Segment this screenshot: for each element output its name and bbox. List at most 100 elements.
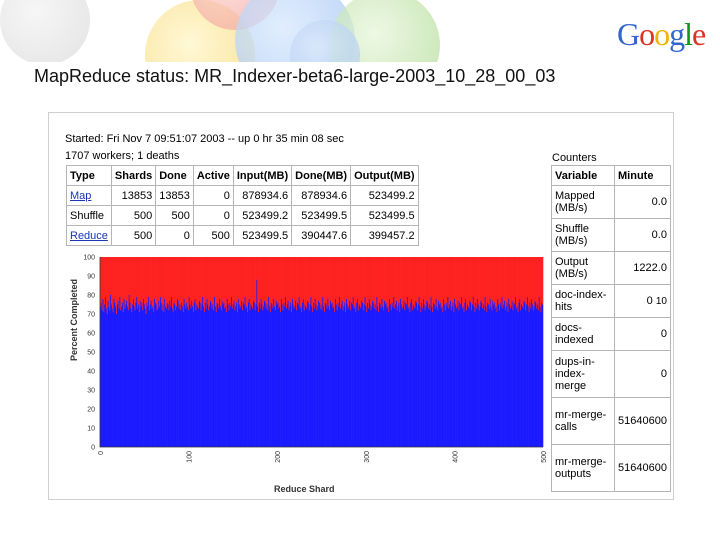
completed-bar	[220, 310, 223, 447]
variable-cell: Mapped (MB/s)	[551, 185, 615, 219]
remaining-bar	[488, 257, 490, 305]
remaining-bar	[534, 257, 536, 301]
x-axis-label: Reduce Shard	[274, 484, 335, 494]
remaining-bar	[460, 257, 463, 297]
completed-bar	[472, 296, 474, 447]
remaining-bar	[515, 257, 518, 309]
remaining-bar	[242, 257, 244, 311]
completed-bar	[362, 310, 365, 447]
completed-bar	[328, 306, 330, 447]
completed-bar	[269, 306, 271, 447]
completed-bar	[304, 304, 306, 447]
remaining-bar	[328, 257, 330, 307]
remaining-bar	[350, 257, 352, 311]
remaining-bar	[165, 257, 167, 307]
completed-bar	[450, 310, 452, 447]
minute-cell: 0 10	[614, 284, 671, 318]
completed-bar	[466, 304, 469, 447]
remaining-bar	[260, 257, 262, 299]
completed-bar	[418, 296, 420, 447]
remaining-bar	[414, 257, 416, 309]
remaining-bar	[391, 257, 393, 303]
remaining-bar	[467, 257, 469, 307]
completed-bar	[112, 312, 114, 447]
slide-title: MapReduce status: MR_Indexer-beta6-large…	[34, 66, 556, 86]
completed-bar	[335, 304, 338, 447]
completed-bar	[403, 300, 405, 447]
completed-bar	[353, 308, 355, 447]
remaining-bar	[510, 257, 512, 309]
completed-bar	[521, 304, 523, 447]
completed-bar	[318, 300, 320, 447]
remaining-bar	[219, 257, 221, 299]
remaining-bar	[303, 257, 305, 311]
remaining-bar	[111, 257, 113, 309]
completed-bar	[139, 300, 141, 447]
completed-bar	[150, 300, 152, 447]
completed-bar	[537, 310, 540, 447]
input-cell: 523499.2	[232, 205, 293, 226]
remaining-bar	[451, 257, 453, 307]
reduce-link[interactable]: Reduce	[70, 229, 108, 242]
remaining-bar	[474, 257, 476, 313]
remaining-bar	[325, 257, 327, 305]
completed-bar	[223, 302, 225, 447]
remaining-bar	[253, 257, 255, 301]
remaining-bar	[226, 257, 228, 299]
remaining-bar	[435, 257, 437, 299]
completed-bar	[413, 306, 415, 447]
completed-bar	[501, 296, 503, 447]
remaining-bar	[133, 257, 135, 307]
table-row: Output (MB/s) 1222.0	[551, 251, 671, 285]
remaining-bar	[192, 257, 195, 313]
remaining-bar	[512, 257, 514, 311]
remaining-bar	[454, 257, 456, 299]
completed-bar	[511, 300, 513, 447]
completed-bar	[331, 302, 333, 447]
remaining-bar	[540, 257, 542, 313]
completed-bar	[258, 312, 260, 447]
completed-bar	[456, 306, 458, 447]
remaining-bar	[210, 257, 212, 303]
remaining-bar	[380, 257, 382, 309]
completed-bar	[431, 306, 433, 447]
remaining-bar	[281, 257, 283, 305]
remaining-bar	[113, 257, 115, 299]
remaining-bar	[341, 257, 343, 301]
remaining-bar	[426, 257, 428, 301]
remaining-bar	[147, 257, 149, 307]
active-cell: 0	[192, 185, 234, 206]
completed-bar	[121, 306, 123, 447]
minute-cell: 51640600	[614, 397, 671, 445]
remaining-bar	[346, 257, 349, 305]
completed-bar	[225, 312, 228, 447]
completed-bar	[110, 295, 112, 447]
remaining-bar	[475, 257, 477, 303]
remaining-bar	[477, 257, 480, 305]
remaining-bar	[438, 257, 440, 301]
shards-cell: 500	[110, 225, 157, 246]
remaining-bar	[247, 257, 250, 303]
completed-bar	[310, 296, 312, 447]
remaining-bar	[493, 257, 495, 305]
remaining-bar	[361, 257, 363, 301]
remaining-bar	[496, 257, 498, 313]
map-link[interactable]: Map	[70, 189, 92, 202]
completed-bar	[363, 304, 365, 447]
completed-bar	[253, 302, 256, 447]
completed-bar	[402, 306, 404, 447]
remaining-bar	[172, 257, 174, 313]
remaining-bar	[455, 257, 457, 305]
remaining-bar	[502, 257, 504, 309]
completed-bar	[369, 304, 371, 447]
completed-bar	[351, 304, 354, 447]
remaining-bar	[282, 257, 284, 311]
remaining-bar	[104, 257, 106, 305]
remaining-bar	[203, 257, 205, 307]
remaining-bar	[187, 257, 190, 311]
completed-bar	[243, 304, 245, 447]
completed-bar	[477, 304, 480, 447]
remaining-bar	[100, 257, 102, 307]
remaining-bar	[279, 257, 281, 307]
completed-bar	[515, 308, 518, 447]
